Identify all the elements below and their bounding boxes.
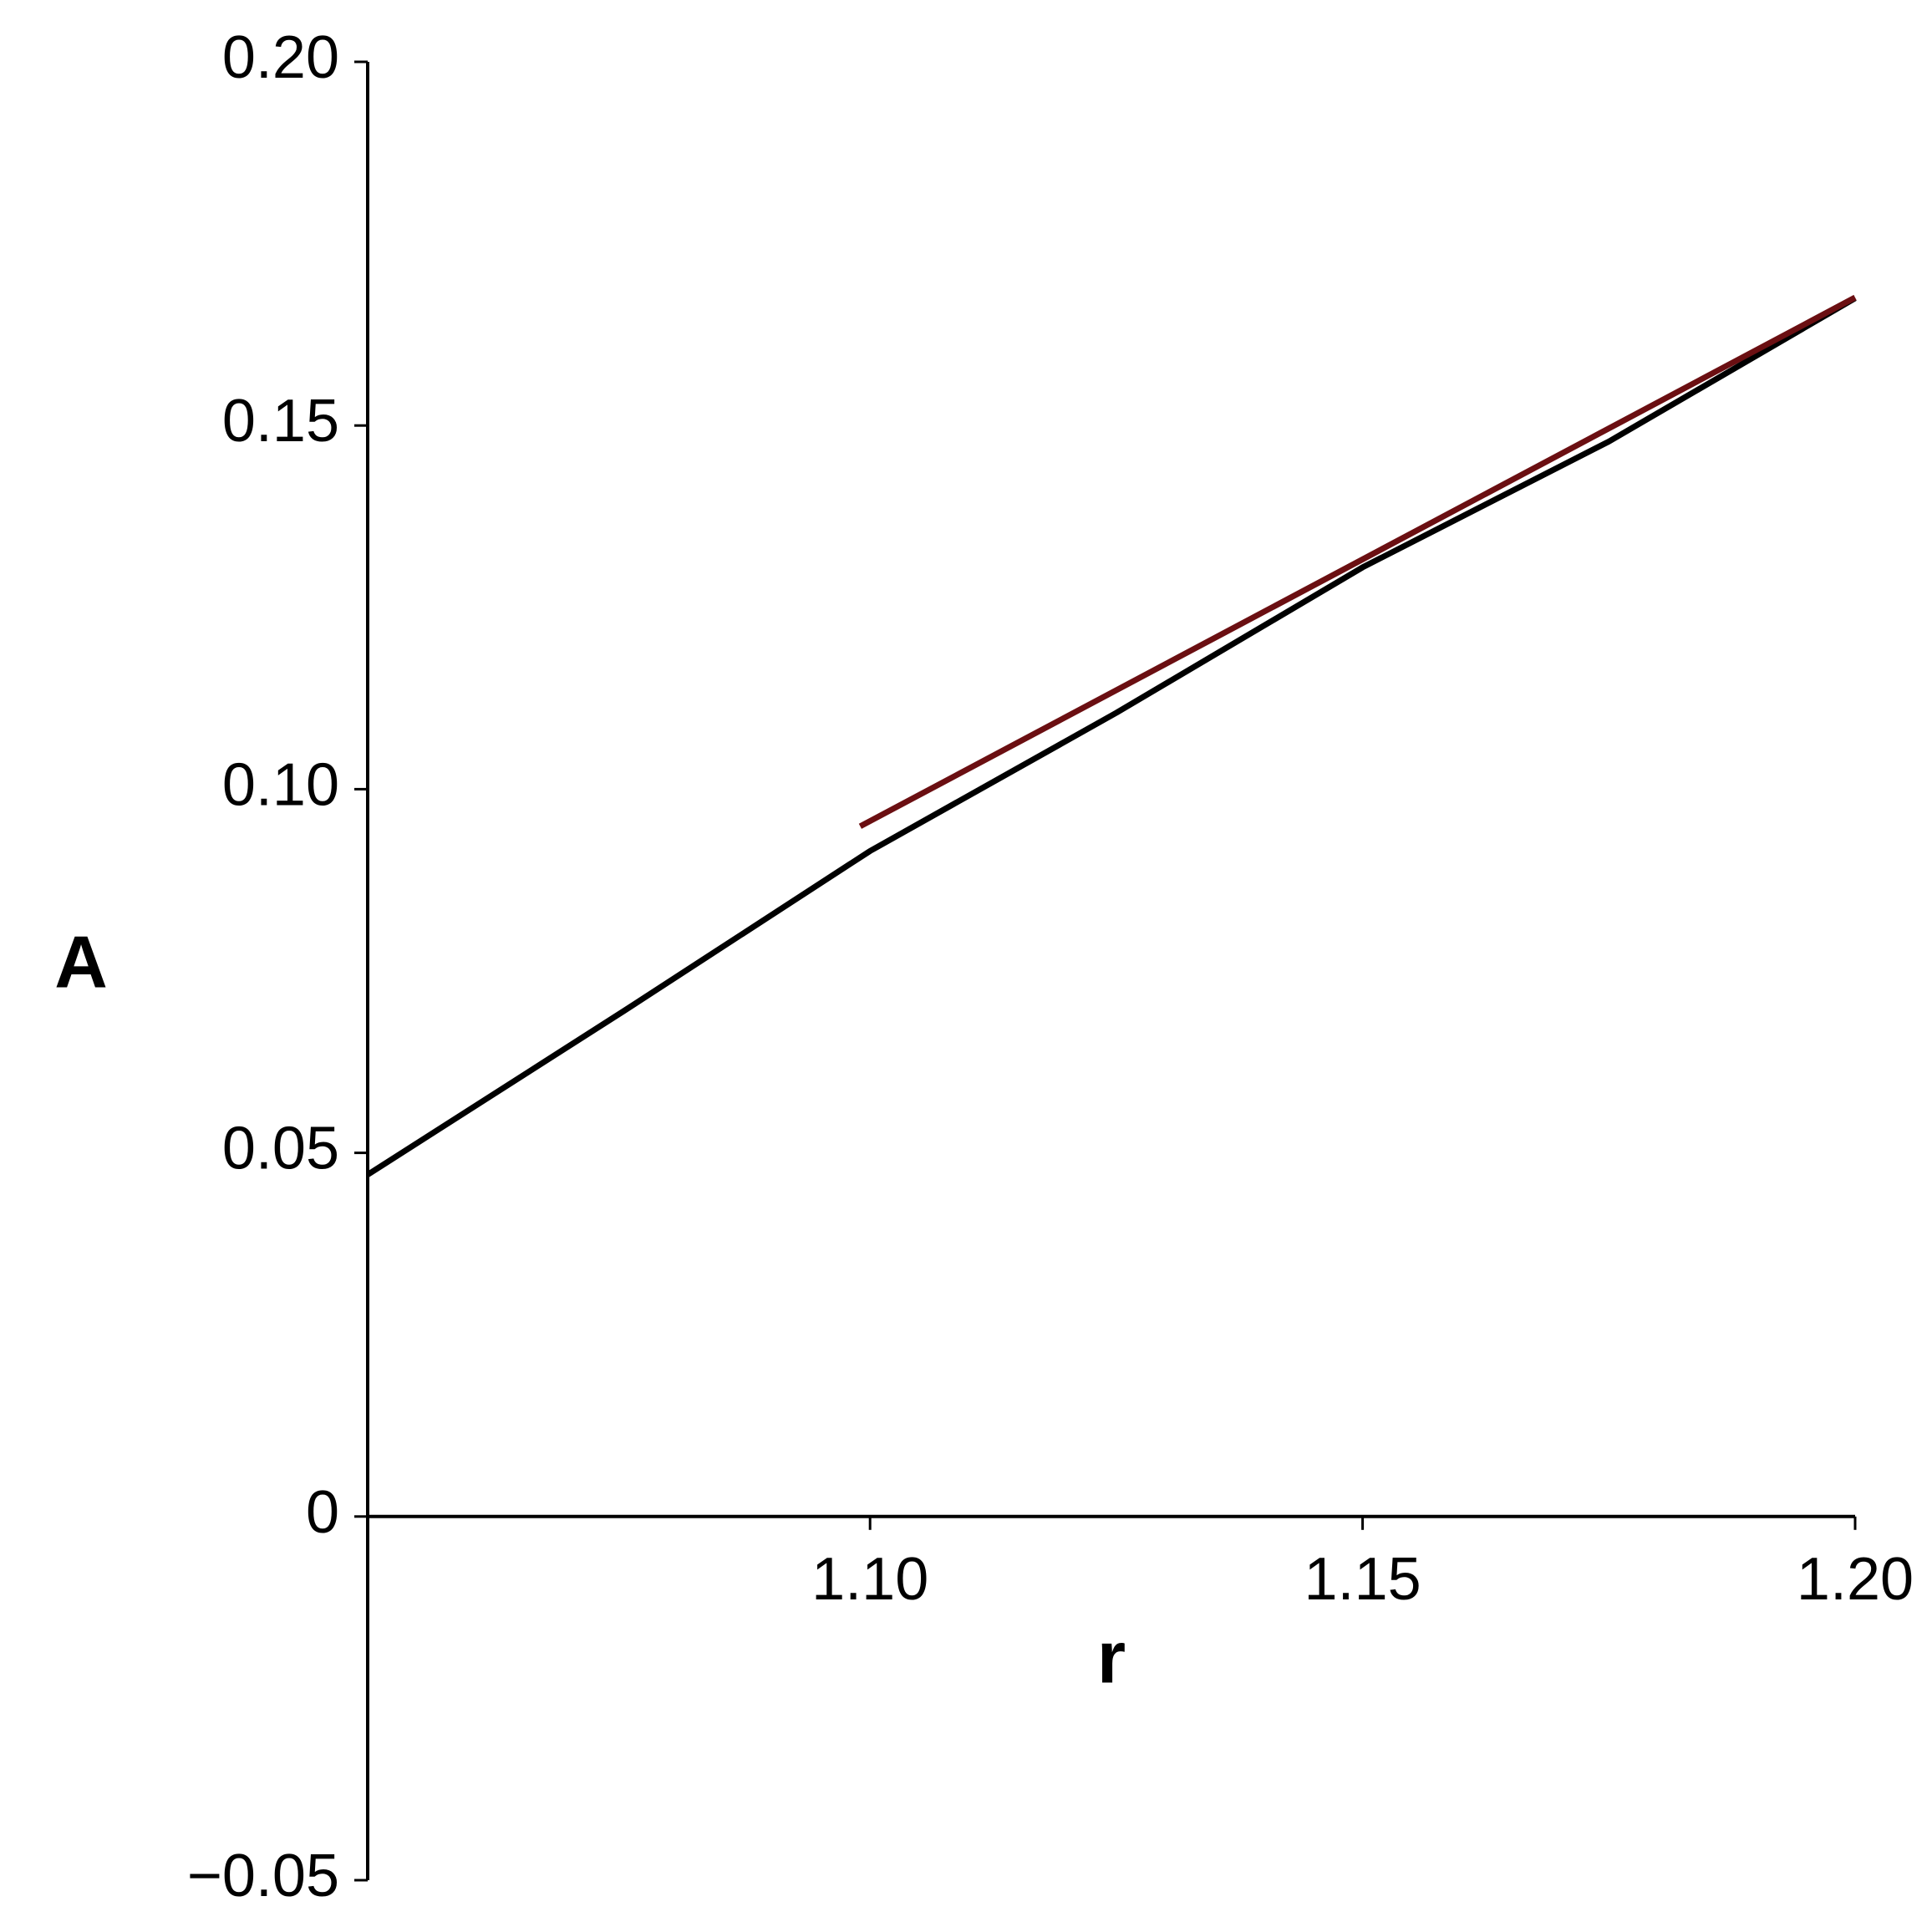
y-tick-label: 0.05 bbox=[222, 1116, 339, 1182]
line-series bbox=[858, 294, 1857, 829]
line-series bbox=[366, 295, 1857, 1177]
y-tick-label: 0.10 bbox=[222, 751, 339, 818]
y-tick-label: 0.15 bbox=[222, 388, 339, 455]
y-axis-title: A bbox=[54, 920, 108, 1003]
x-axis-title: r bbox=[1097, 1615, 1126, 1698]
y-tick-label: 0 bbox=[306, 1479, 339, 1546]
x-tick-label: 1.20 bbox=[1797, 1546, 1914, 1613]
y-tick-label: 0.20 bbox=[222, 24, 339, 91]
y-tick-label: −0.05 bbox=[187, 1843, 339, 1909]
x-tick-label: 1.15 bbox=[1304, 1546, 1421, 1613]
x-tick-label: 1.10 bbox=[811, 1546, 928, 1613]
